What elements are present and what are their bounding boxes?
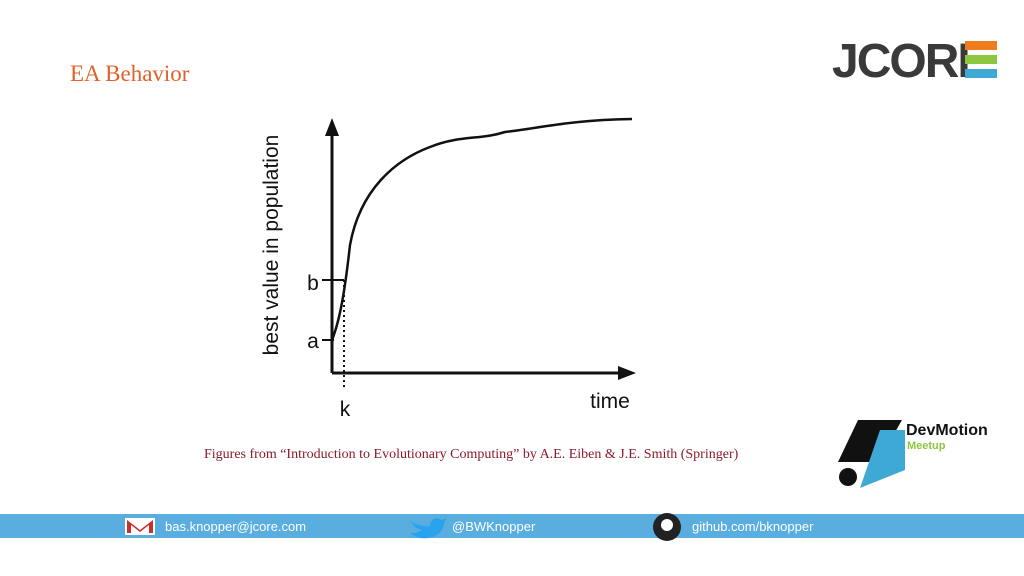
tick-label: a: [307, 330, 319, 353]
github-icon-inner: [661, 519, 673, 531]
footer-email: bas.knopper@jcore.com: [165, 519, 306, 534]
footer-github: github.com/bknopper: [692, 519, 814, 534]
curve: [330, 117, 633, 341]
meetup-dot: [839, 468, 857, 486]
mail-icon: [125, 518, 155, 535]
x-label: time: [590, 390, 630, 413]
logo-stripe: [965, 41, 997, 50]
jcore-logo: JCORE: [832, 35, 988, 88]
arrow-right: [618, 366, 636, 380]
logo-stripe: [965, 55, 997, 64]
tick-label: b: [307, 272, 319, 295]
tick-label: k: [340, 398, 351, 421]
footer-twitter: @BWKnopper: [452, 519, 536, 534]
twitter-icon: [410, 518, 447, 539]
arrow-up: [325, 118, 339, 136]
y-label: best value in population: [260, 135, 283, 356]
figure: [322, 117, 633, 388]
mail-icon-m: [127, 520, 153, 533]
footer-bar: [0, 514, 1024, 538]
logo-stripe: [965, 69, 997, 78]
meetup-name: DevMotion: [906, 422, 988, 439]
meetup-sub: Meetup: [907, 440, 946, 452]
slide-title: EA Behavior: [70, 61, 190, 86]
meetup-shape: [860, 430, 905, 488]
caption: Figures from “Introduction to Evolutiona…: [204, 447, 739, 462]
